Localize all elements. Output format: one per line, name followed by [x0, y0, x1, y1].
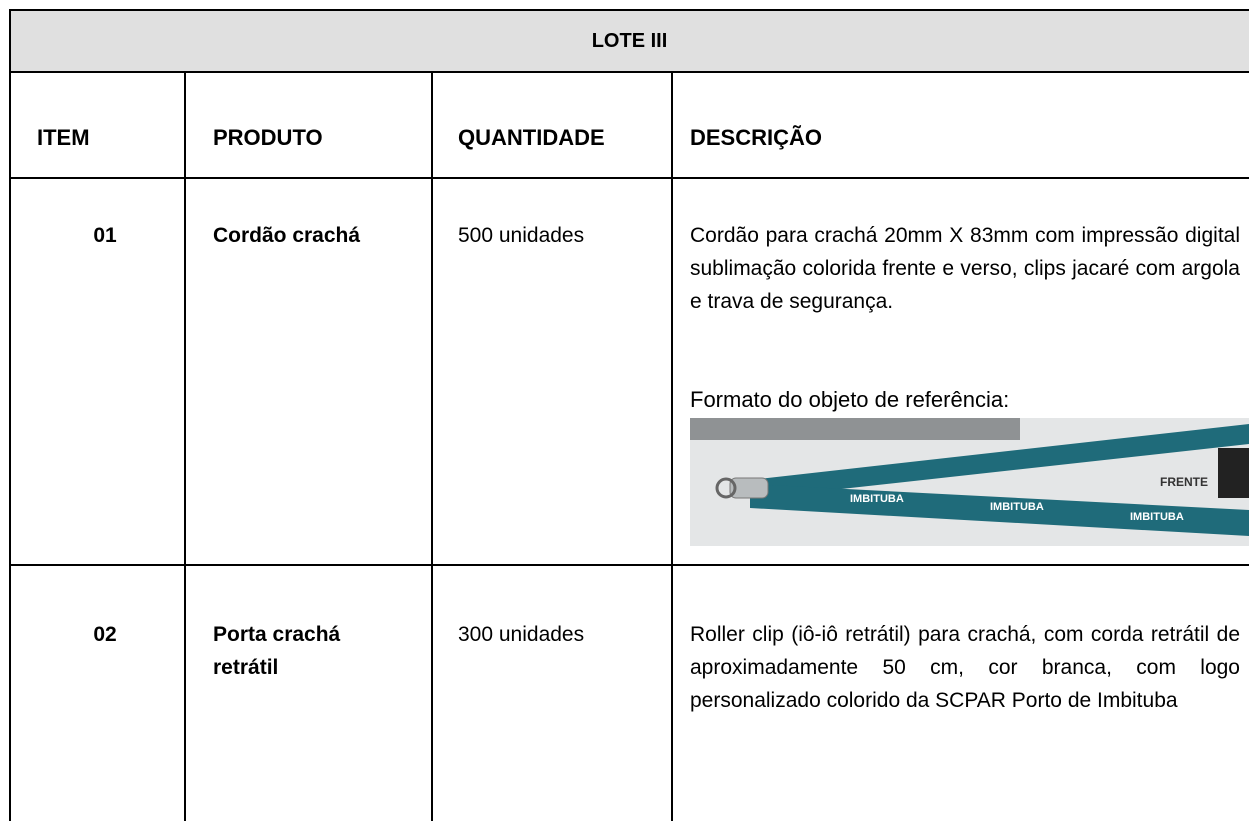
item-cell: 02 [93, 623, 117, 646]
clip [729, 477, 769, 499]
lanyard-band [750, 424, 1249, 498]
reference-label: Formato do objeto de referência: [690, 387, 1010, 412]
product-cell: Porta crachá retrátil [213, 623, 341, 679]
image-brand: IMBITUBA [990, 501, 1044, 513]
header-cell: DESCRIÇÃO [690, 125, 823, 150]
border [9, 9, 1249, 11]
table-title: LOTE III [591, 30, 668, 52]
border [9, 564, 1249, 566]
image-label: FRENTE [1160, 475, 1208, 489]
quantity-cell: 500 unidades [458, 224, 585, 247]
header-cell: QUANTIDADE [458, 125, 605, 150]
reference-image: FRENTE IMBITUBA IMBITUBA IMBITUBA [690, 418, 1249, 546]
quantity-cell: 300 unidades [458, 623, 585, 646]
lanyard-band [750, 484, 1249, 536]
border [671, 71, 673, 821]
header-cell: ITEM [37, 125, 90, 150]
title-row [10, 10, 1249, 72]
border [184, 71, 186, 821]
border [9, 71, 1249, 73]
description-cell: Roller clip (iô-iô retrátil) para crachá… [690, 623, 1240, 712]
image-brand: IMBITUBA [1130, 511, 1184, 523]
product-cell: Cordão crachá [213, 224, 361, 247]
border [9, 177, 1249, 179]
image-brand: IMBITUBA [850, 493, 904, 505]
border [9, 9, 11, 821]
lanyard-end [1218, 448, 1249, 498]
image-shade [690, 418, 1020, 440]
header-cell: PRODUTO [213, 125, 323, 150]
description-cell: Cordão para crachá 20mm X 83mm com impre… [690, 224, 1240, 313]
ring [715, 477, 737, 499]
item-cell: 01 [93, 224, 117, 247]
border [431, 71, 433, 821]
